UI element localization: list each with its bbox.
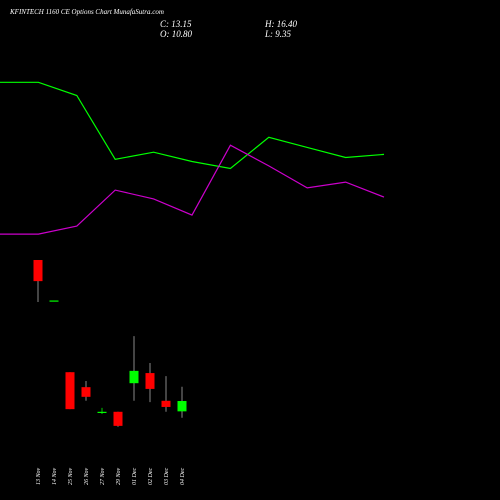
high-label: H: 16.40 — [264, 19, 297, 29]
low-label: L: 9.35 — [264, 29, 292, 39]
x-tick-label: 13 Nov — [36, 467, 42, 485]
x-tick-label: 29 Nov — [116, 467, 122, 485]
x-tick-label: 26 Nov — [84, 467, 90, 485]
open-label: O: 10.80 — [160, 29, 192, 39]
candle-body — [81, 387, 91, 397]
candle-body — [145, 373, 155, 389]
indicator-line — [0, 144, 385, 235]
candle-body — [113, 411, 123, 426]
chart-title: KFINTECH 1160 CE Options Chart MunafaSut… — [9, 8, 164, 16]
x-tick-label: 14 Nov — [51, 467, 58, 485]
x-tick-label: 02 Dec — [148, 468, 154, 485]
candle-body — [33, 260, 43, 282]
x-tick-label: 04 Dec — [179, 468, 186, 485]
indicator-line — [0, 81, 385, 170]
x-tick-label: 01 Dec — [132, 468, 138, 485]
x-tick-label: 03 Dec — [164, 468, 170, 485]
candle-body — [97, 411, 107, 413]
candle-body — [161, 400, 171, 407]
candle-body — [177, 401, 187, 412]
candle-body — [65, 372, 75, 410]
candle-body — [49, 300, 59, 302]
close-label: C: 13.15 — [160, 19, 192, 29]
candle-body — [129, 370, 139, 384]
x-tick-label: 27 Nov — [100, 467, 106, 485]
x-tick-label: 25 Nov — [68, 467, 74, 485]
